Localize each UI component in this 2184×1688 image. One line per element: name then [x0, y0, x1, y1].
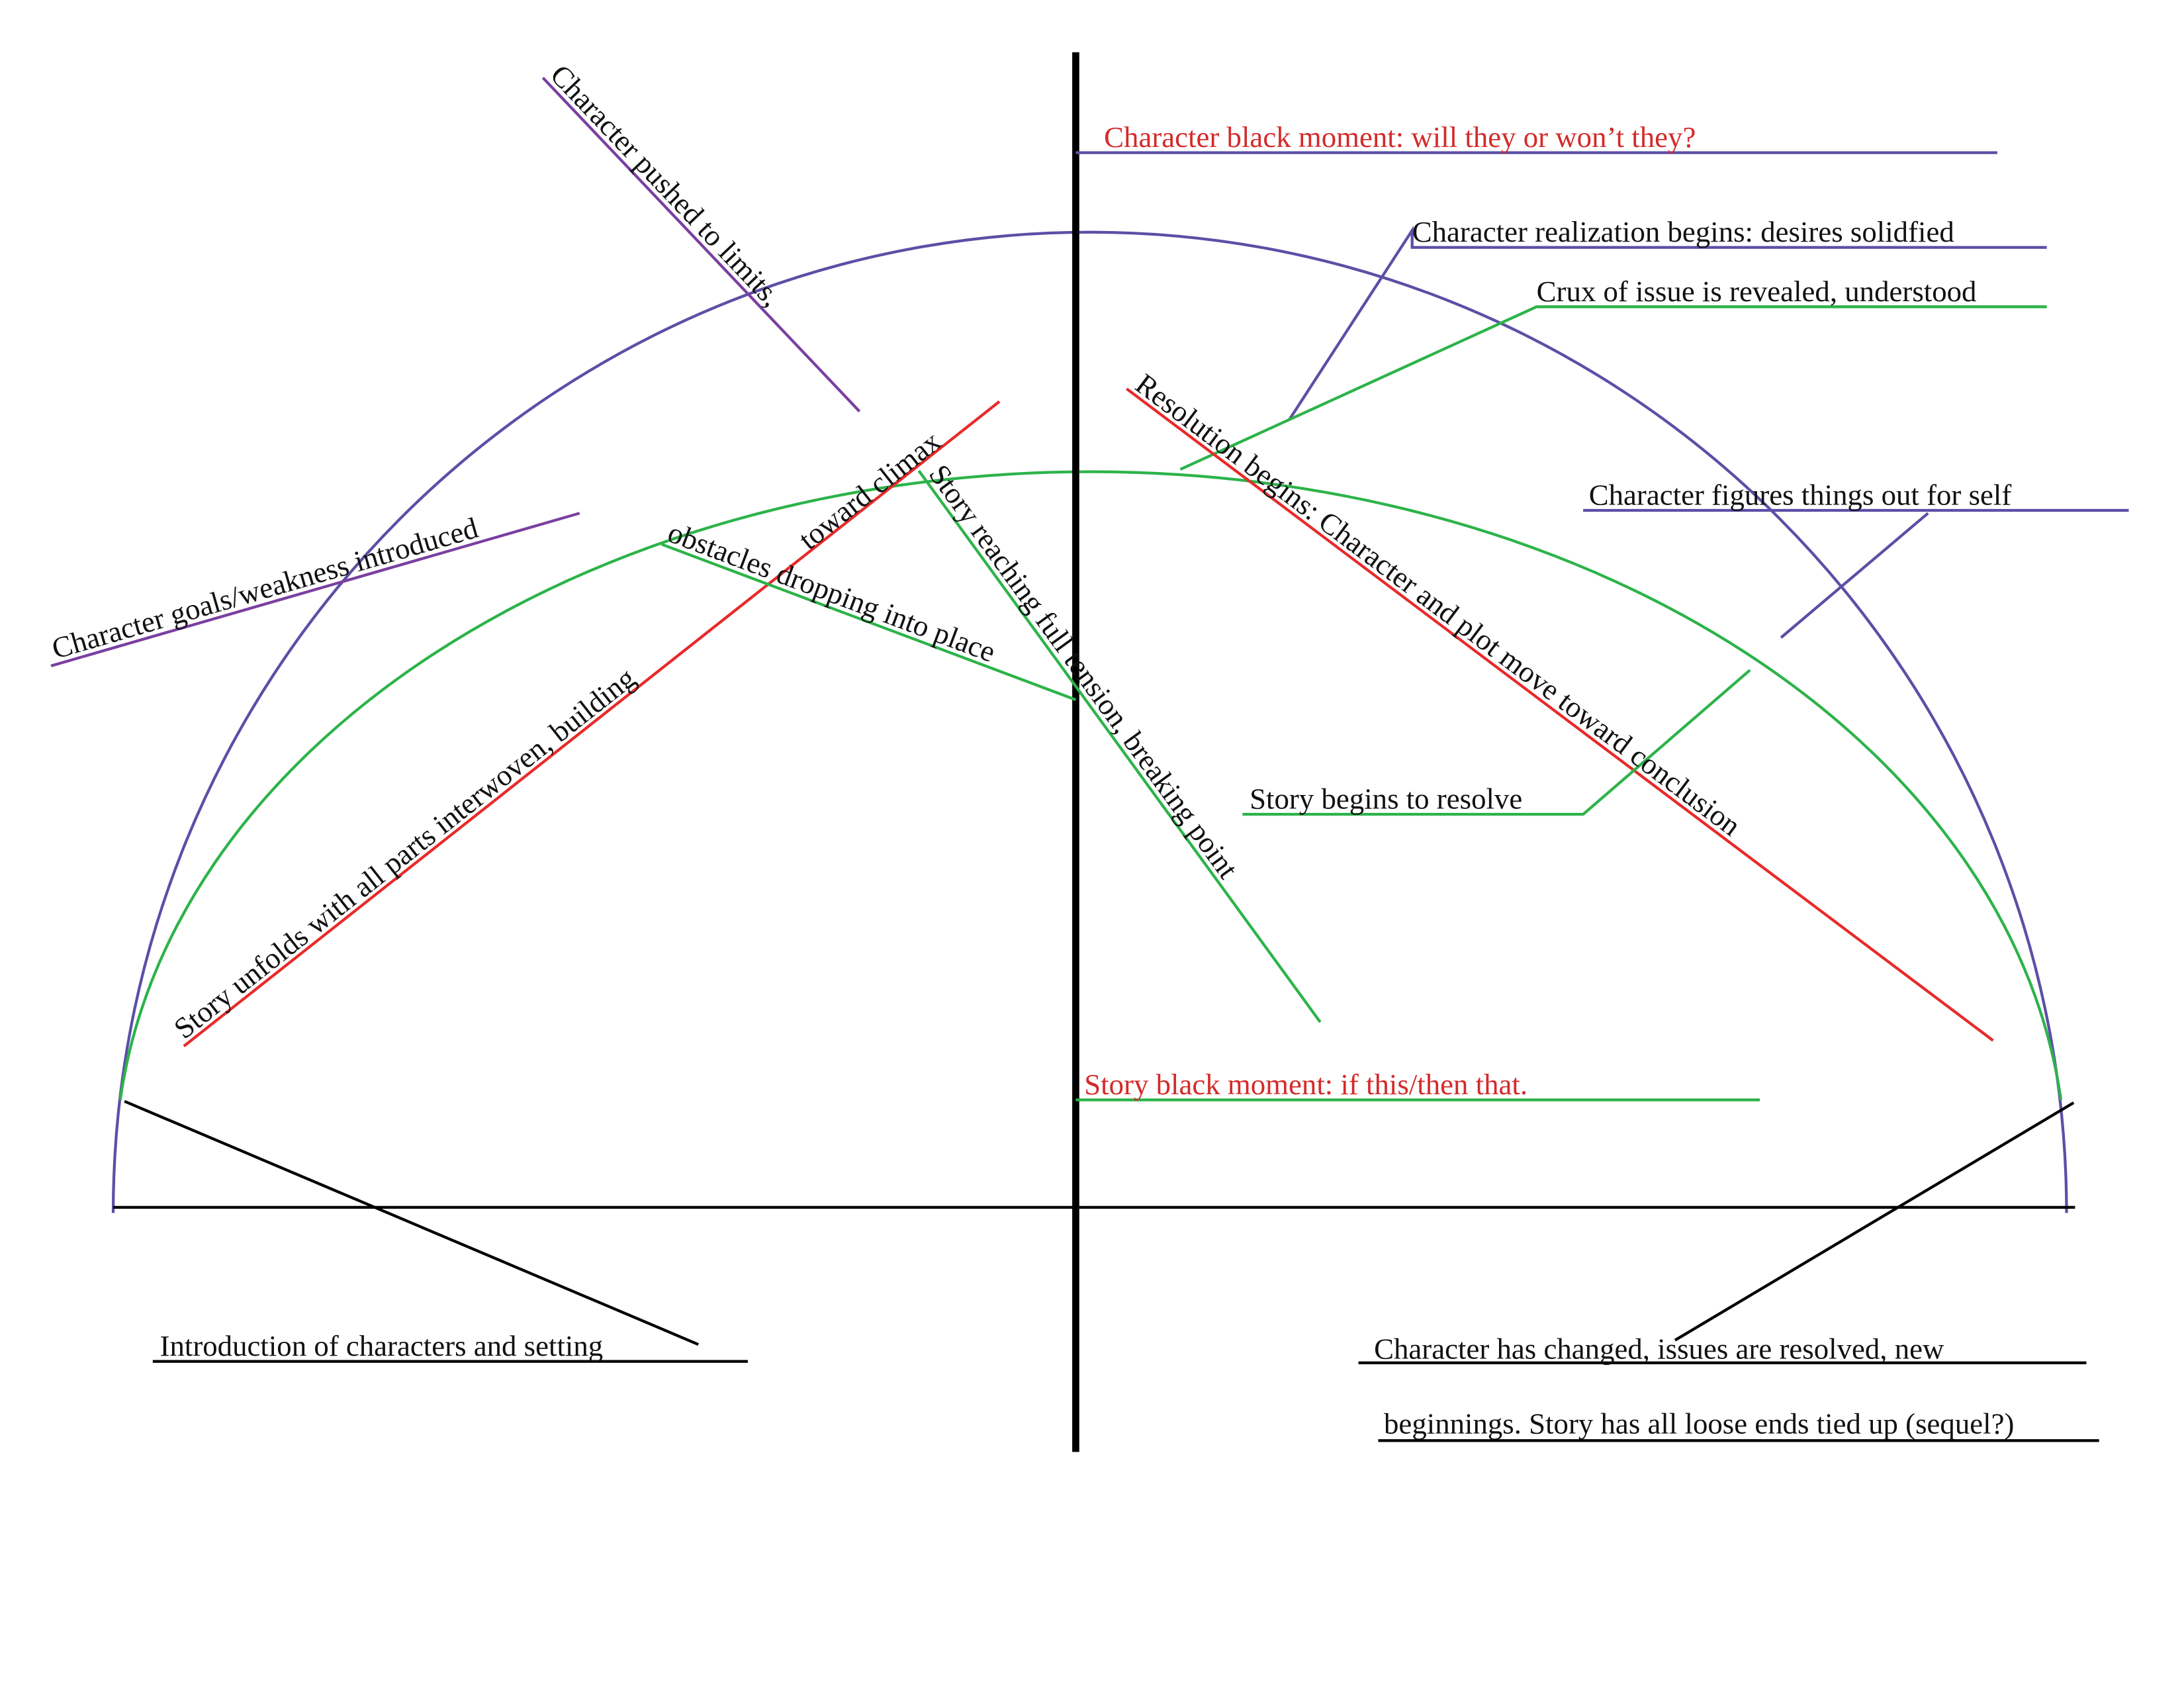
story-arc	[118, 470, 2063, 1100]
label: Story black moment: if this/then that.	[1084, 1068, 1527, 1101]
label: Character black moment: will they or won…	[1104, 120, 1696, 154]
character-arc	[111, 230, 2068, 1213]
leader	[1179, 305, 2047, 471]
label: Character pushed to limits,	[544, 58, 788, 313]
label: Character has changed, issues are resolv…	[1374, 1332, 1944, 1365]
label: Story reaching full tension, breaking po…	[923, 458, 1245, 884]
label: beginnings. Story has all loose ends tie…	[1384, 1407, 2014, 1440]
leader	[50, 512, 580, 667]
label: Crux of issue is revealed, understood	[1537, 275, 1977, 308]
leader	[917, 469, 1322, 1023]
label: Introduction of characters and setting	[160, 1329, 604, 1362]
label: Story unfolds with all parts interwoven,…	[167, 661, 641, 1045]
leader	[660, 543, 1077, 702]
leader	[541, 76, 861, 412]
label: Story begins to resolve	[1250, 782, 1522, 816]
label: Character realization begins: desires so…	[1412, 215, 1954, 248]
leader	[183, 400, 1001, 1048]
label: Resolution begins: Character and plot mo…	[1130, 367, 1747, 842]
leader	[1288, 225, 2047, 421]
leader	[1674, 1101, 2075, 1342]
label: toward climax	[792, 424, 946, 556]
leader	[1126, 387, 1994, 1042]
leader	[124, 1100, 700, 1346]
leader	[1780, 512, 1929, 639]
leader	[1242, 669, 1751, 816]
label: Character figures things out for self	[1589, 478, 2012, 511]
label: Character goals/weakness introduced	[48, 511, 482, 665]
